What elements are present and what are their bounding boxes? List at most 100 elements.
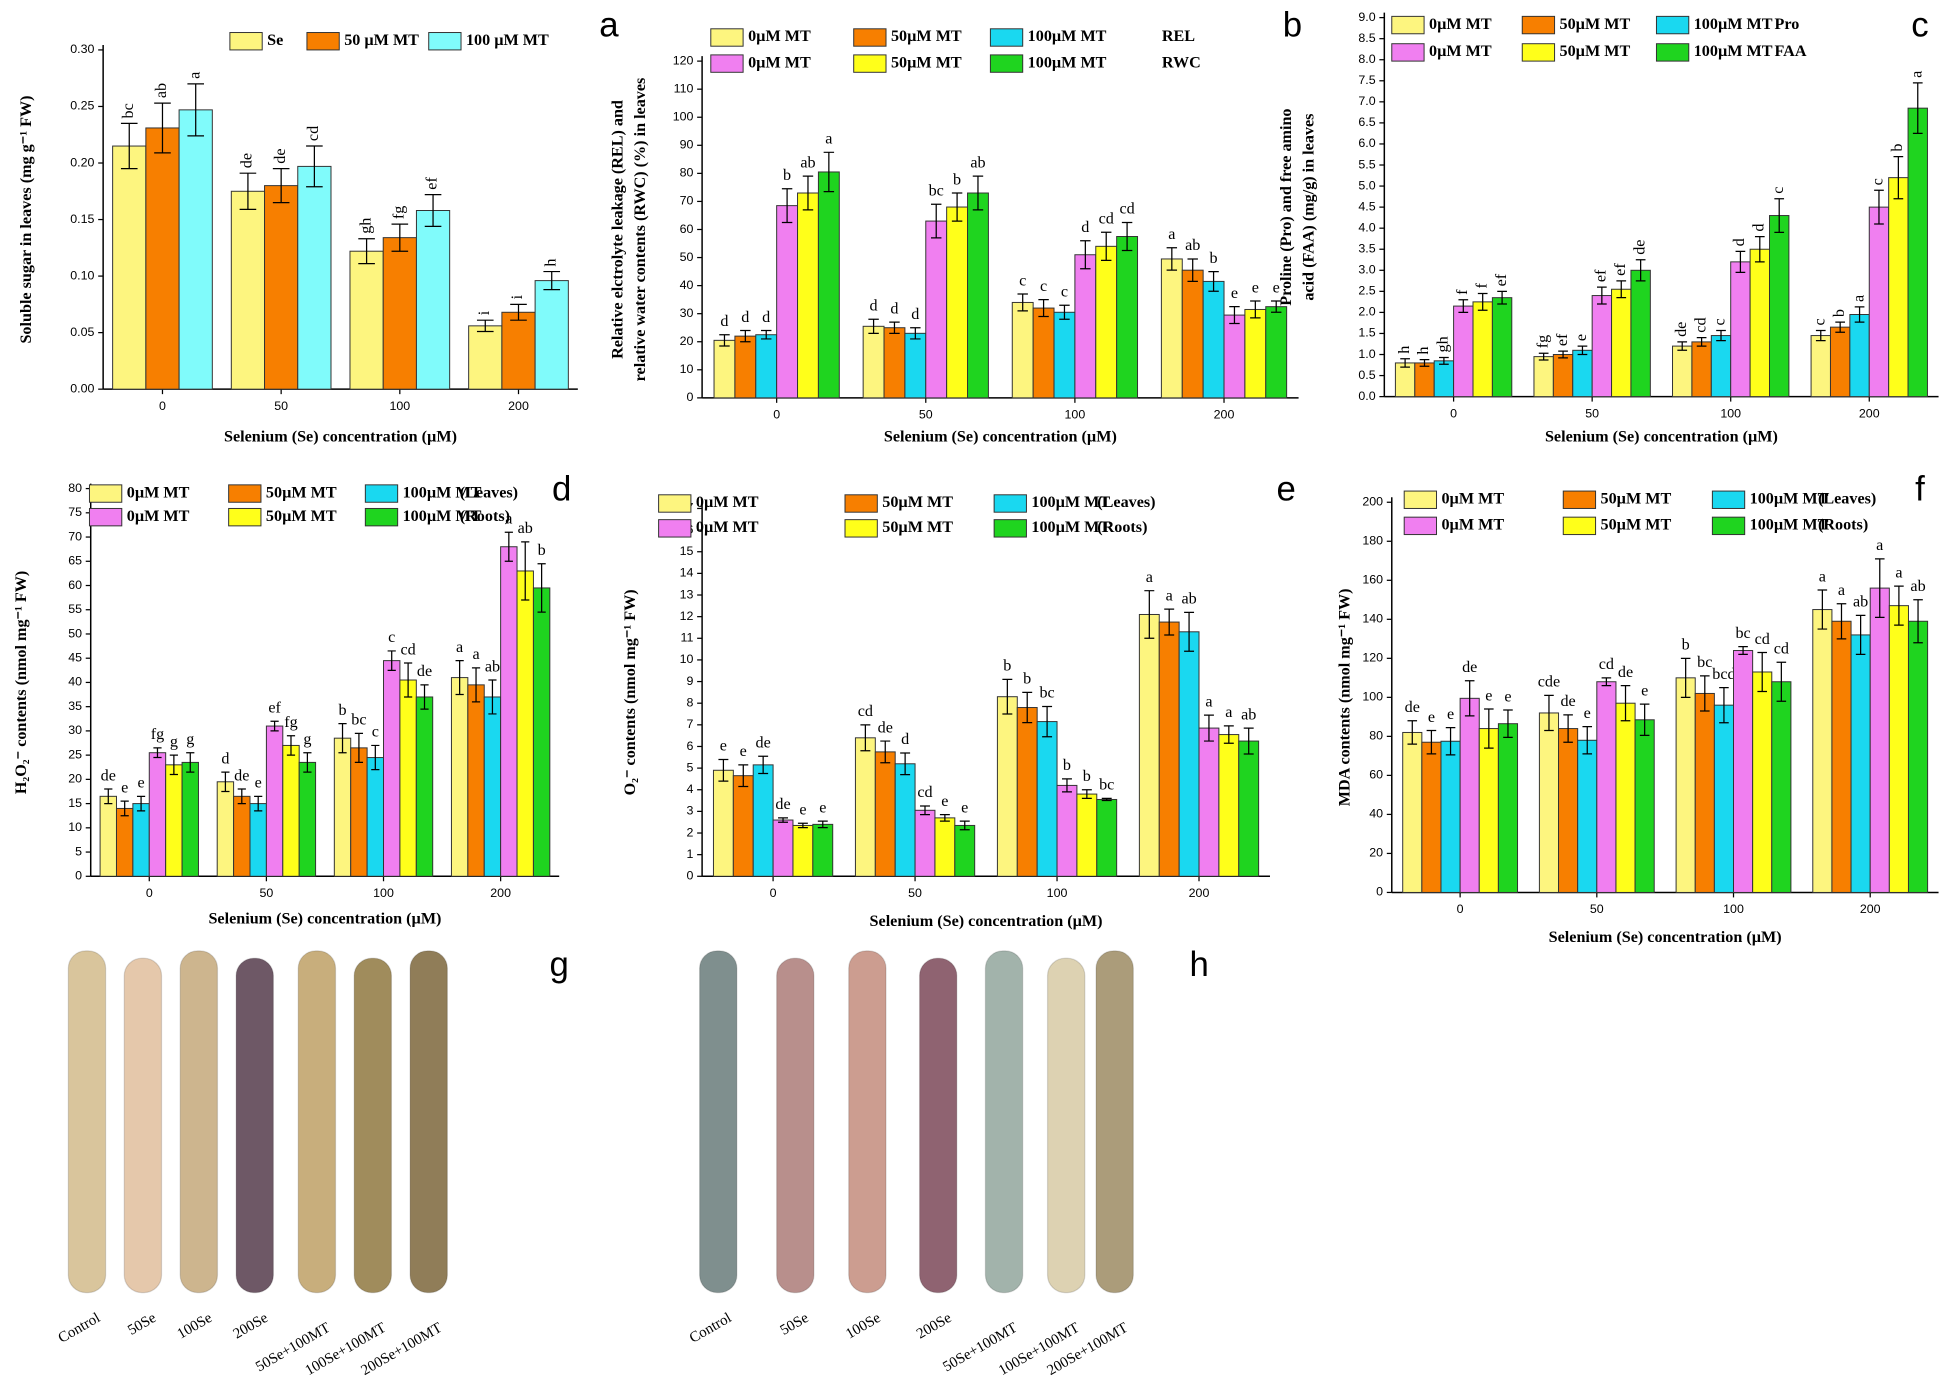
y-tick-label: 100 (673, 110, 694, 124)
significance-letter: a (1146, 569, 1153, 586)
root-photo (67, 950, 107, 1294)
root-label: Control (687, 1310, 734, 1347)
bar (1218, 734, 1240, 877)
error-bar (1817, 589, 1828, 630)
x-tick-label: 200 (1859, 406, 1880, 420)
bar (99, 795, 117, 877)
error-bar (1229, 306, 1240, 325)
significance-letter: ab (518, 520, 533, 537)
bar (230, 190, 266, 390)
legend-swatch (989, 54, 1024, 73)
significance-letter: a (505, 510, 512, 527)
root-photo (123, 957, 163, 1294)
root-photo (776, 957, 815, 1294)
significance-letter: h (542, 259, 559, 267)
significance-letter: cd (1099, 211, 1114, 228)
legend-label: Se (267, 32, 283, 49)
error-bar (1538, 352, 1549, 361)
error-bar (1754, 235, 1765, 263)
bar (265, 725, 284, 877)
significance-letter: de (756, 734, 771, 751)
error-bar (237, 788, 246, 805)
error-bar (1017, 293, 1028, 312)
y-tick-label: 20 (1369, 846, 1383, 860)
bar (1691, 341, 1712, 398)
legend-label: 100µM MT (1028, 54, 1107, 71)
legend-label: 0µM MT (1429, 16, 1492, 33)
error-bar (817, 820, 828, 829)
bar (894, 763, 916, 877)
error-bar (1696, 337, 1707, 347)
bar (1138, 613, 1160, 877)
significance-letter: e (720, 738, 727, 755)
y-tick-label: 9 (686, 674, 693, 688)
error-bar (1062, 778, 1072, 793)
error-bar (1187, 258, 1198, 283)
error-bar (354, 732, 364, 764)
error-bar (1854, 306, 1865, 323)
y-axis-label: Proline (Pro) and free amino (1278, 108, 1295, 305)
bar (967, 192, 989, 399)
bar (282, 744, 300, 877)
error-bar (1100, 231, 1112, 261)
significance-letter: de (1405, 699, 1420, 716)
bar (1016, 707, 1038, 877)
error-bar (1776, 661, 1787, 702)
x-tick-label: 50 (1585, 406, 1599, 420)
bar (501, 311, 536, 390)
error-bar (758, 755, 769, 775)
significance-letter: cd (1692, 317, 1709, 332)
y-tick-label: 8 (686, 695, 693, 709)
legend-swatch (1521, 43, 1556, 62)
error-bar (930, 203, 942, 239)
y-tick-label: 50 (680, 250, 694, 264)
root-photo (1046, 957, 1086, 1294)
bar (1076, 793, 1098, 877)
x-axis-label: Selenium (Se) concentration (µM) (1549, 929, 1782, 946)
significance-letter: e (1641, 682, 1648, 699)
error-bar (303, 752, 312, 773)
x-tick-label: 50 (908, 886, 922, 900)
bar (1888, 177, 1909, 398)
y-axis-label: H₂O₂⁻ contents (nmol mg⁻¹ FW) (13, 571, 30, 794)
legend-swatch (844, 519, 878, 538)
error-bar (391, 223, 409, 252)
bar (1074, 254, 1097, 399)
error-bar (1874, 558, 1885, 618)
y-tick-label: 0 (686, 390, 693, 404)
error-bar (802, 175, 814, 211)
panel-letter: d (552, 470, 571, 508)
bar (1552, 354, 1574, 398)
bar (1421, 741, 1442, 893)
significance-letter: b (1831, 309, 1848, 317)
legend-swatch (228, 507, 262, 527)
error-bar (455, 660, 464, 696)
significance-letter: e (1428, 709, 1435, 726)
legend-swatch (853, 28, 887, 47)
error-bar (1620, 685, 1631, 722)
error-bar (153, 747, 162, 759)
legend-group: (Roots) (460, 508, 510, 525)
y-tick-label: 12 (680, 609, 694, 623)
x-tick-label: 50 (919, 408, 933, 422)
error-bar (371, 744, 380, 771)
y-tick-label: 0 (75, 869, 82, 883)
error-bar (1912, 82, 1923, 135)
significance-letter: c (1019, 272, 1026, 289)
significance-letter: c (372, 724, 379, 741)
y-tick-label: 180 (1362, 534, 1383, 548)
x-axis-label: Selenium (Se) concentration (µM) (884, 428, 1117, 445)
error-bar (959, 820, 970, 831)
significance-letter: a (1850, 295, 1867, 302)
error-bar (1577, 345, 1588, 356)
error-bar (1445, 726, 1456, 756)
significance-letter: cde (1538, 674, 1560, 691)
y-tick-label: 110 (674, 81, 694, 95)
error-bar (424, 194, 442, 227)
legend-label: 50µM MT (1601, 490, 1672, 507)
error-bar (1080, 240, 1091, 270)
legend-label: 0µM MT (748, 28, 811, 45)
significance-letter: bc (929, 183, 944, 200)
y-axis-label: acid (FAA) (mg/g) in leaves (1300, 114, 1317, 301)
significance-letter: cd (917, 784, 932, 801)
